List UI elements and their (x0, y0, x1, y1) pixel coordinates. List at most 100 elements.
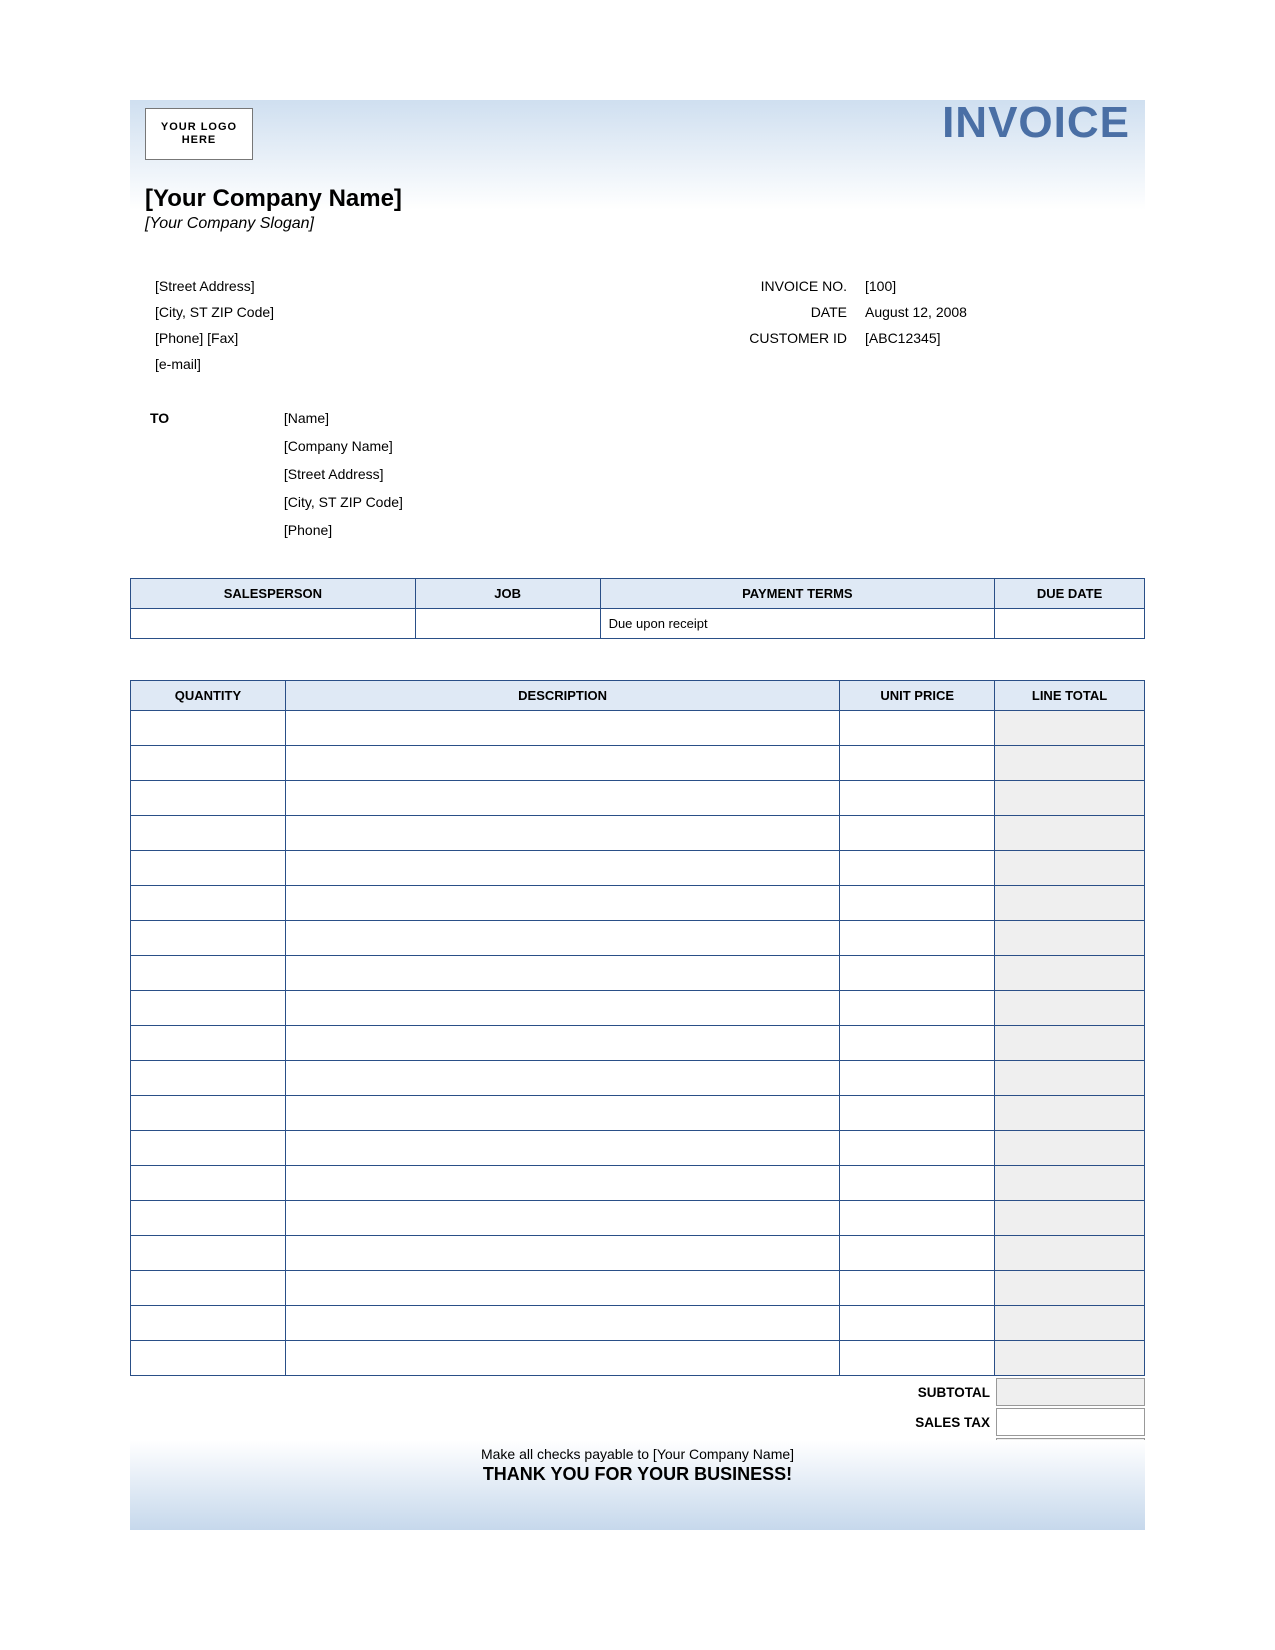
cell (131, 851, 286, 886)
cell (285, 991, 839, 1026)
cell (995, 956, 1145, 991)
table-row (131, 711, 1145, 746)
terms-table: SALESPERSON JOB PAYMENT TERMS DUE DATE D… (130, 578, 1145, 639)
cell (840, 1061, 995, 1096)
cell (840, 1306, 995, 1341)
cell (131, 1341, 286, 1376)
cell (995, 1341, 1145, 1376)
cell-job (415, 609, 600, 639)
cell (285, 851, 839, 886)
table-row (131, 1236, 1145, 1271)
table-row (131, 1271, 1145, 1306)
bill-to-company: [Company Name] (284, 432, 403, 460)
cell (131, 1061, 286, 1096)
customer-id-label: CUSTOMER ID (710, 325, 865, 351)
sender-street: [Street Address] (155, 273, 274, 299)
cell (840, 1166, 995, 1201)
company-name: [Your Company Name] (145, 185, 402, 213)
line-items-table: QUANTITY DESCRIPTION UNIT PRICE LINE TOT… (130, 680, 1145, 1376)
company-block: [Your Company Name] [Your Company Slogan… (145, 185, 402, 233)
cell (131, 1271, 286, 1306)
cell (840, 1271, 995, 1306)
col-quantity: QUANTITY (131, 681, 286, 711)
cell (131, 1166, 286, 1201)
cell (840, 781, 995, 816)
cell (131, 816, 286, 851)
cell (131, 1096, 286, 1131)
cell (285, 1341, 839, 1376)
cell-payment-terms: Due upon receipt (600, 609, 995, 639)
sender-email: [e-mail] (155, 351, 274, 377)
cell (285, 1236, 839, 1271)
cell (131, 921, 286, 956)
col-unit-price: UNIT PRICE (840, 681, 995, 711)
cell (840, 1341, 995, 1376)
cell (131, 1026, 286, 1061)
cell (285, 1026, 839, 1061)
cell (840, 1096, 995, 1131)
cell (131, 746, 286, 781)
cell (131, 1236, 286, 1271)
cell (995, 1166, 1145, 1201)
invoice-no-label: INVOICE NO. (710, 273, 865, 299)
table-row (131, 816, 1145, 851)
table-row (131, 851, 1145, 886)
cell (131, 991, 286, 1026)
table-row (131, 991, 1145, 1026)
bill-to-label: TO (150, 404, 280, 432)
table-row (131, 781, 1145, 816)
col-description: DESCRIPTION (285, 681, 839, 711)
sender-city: [City, ST ZIP Code] (155, 299, 274, 325)
cell (995, 816, 1145, 851)
cell (840, 886, 995, 921)
logo-placeholder: YOUR LOGOHERE (145, 108, 253, 160)
table-header-row: SALESPERSON JOB PAYMENT TERMS DUE DATE (131, 579, 1145, 609)
table-row (131, 1201, 1145, 1236)
cell (285, 1096, 839, 1131)
table-row (131, 956, 1145, 991)
cell (840, 991, 995, 1026)
salestax-label: SALES TAX (130, 1415, 996, 1430)
cell (285, 711, 839, 746)
invoice-meta-block: INVOICE NO. [100] DATE August 12, 2008 C… (710, 273, 967, 351)
cell (995, 1061, 1145, 1096)
cell (995, 1026, 1145, 1061)
cell (995, 1306, 1145, 1341)
col-line-total: LINE TOTAL (995, 681, 1145, 711)
cell (995, 991, 1145, 1026)
cell (995, 1201, 1145, 1236)
cell (995, 1271, 1145, 1306)
bill-to-phone: [Phone] (284, 516, 403, 544)
sender-phone-fax: [Phone] [Fax] (155, 325, 274, 351)
cell (131, 1306, 286, 1341)
footer-payable-line: Make all checks payable to [Your Company… (130, 1446, 1145, 1462)
bill-to-street: [Street Address] (284, 460, 403, 488)
footer-thankyou-line: THANK YOU FOR YOUR BUSINESS! (130, 1464, 1145, 1485)
cell (995, 921, 1145, 956)
cell (840, 1026, 995, 1061)
cell (840, 1201, 995, 1236)
cell (995, 781, 1145, 816)
customer-id-value: [ABC12345] (865, 325, 941, 351)
cell (840, 1131, 995, 1166)
invoice-page: YOUR LOGOHERE INVOICE [Your Company Name… (0, 0, 1275, 1650)
col-due-date: DUE DATE (995, 579, 1145, 609)
cell (131, 1201, 286, 1236)
subtotal-value (996, 1378, 1145, 1406)
cell-salesperson (131, 609, 416, 639)
footer-gradient-band: Make all checks payable to [Your Company… (130, 1440, 1145, 1530)
bill-to-city: [City, ST ZIP Code] (284, 488, 403, 516)
cell (131, 956, 286, 991)
cell (285, 921, 839, 956)
cell (131, 711, 286, 746)
cell (285, 1131, 839, 1166)
cell (285, 1061, 839, 1096)
cell (995, 746, 1145, 781)
cell (995, 886, 1145, 921)
sender-address-block: [Street Address] [City, ST ZIP Code] [Ph… (155, 273, 274, 377)
cell (840, 746, 995, 781)
cell (285, 1201, 839, 1236)
table-row (131, 1341, 1145, 1376)
document-title: INVOICE (942, 98, 1130, 148)
table-row (131, 1061, 1145, 1096)
